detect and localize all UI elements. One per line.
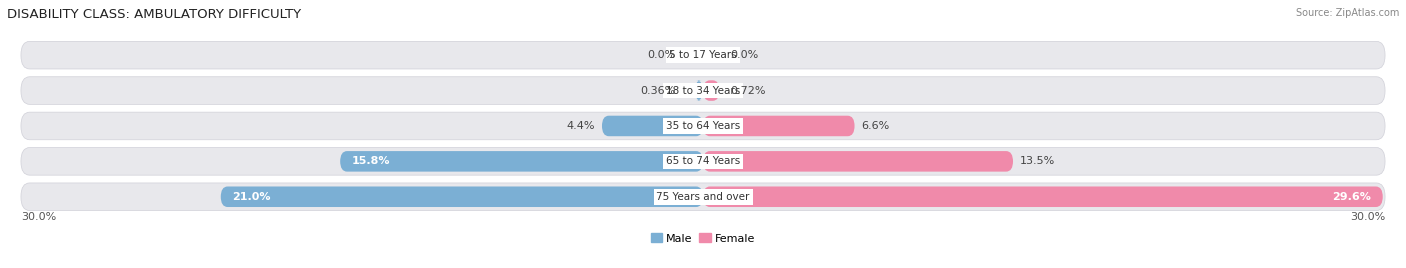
Text: Source: ZipAtlas.com: Source: ZipAtlas.com <box>1295 8 1399 18</box>
Legend: Male, Female: Male, Female <box>647 229 759 248</box>
Text: 0.0%: 0.0% <box>731 50 759 60</box>
FancyBboxPatch shape <box>21 112 1385 140</box>
FancyBboxPatch shape <box>703 187 1382 207</box>
Text: 30.0%: 30.0% <box>1350 212 1385 222</box>
Text: 29.6%: 29.6% <box>1333 192 1371 202</box>
Text: 0.72%: 0.72% <box>731 85 766 96</box>
Text: 0.0%: 0.0% <box>647 50 675 60</box>
FancyBboxPatch shape <box>703 116 855 136</box>
Text: 18 to 34 Years: 18 to 34 Years <box>666 85 740 96</box>
Text: 65 to 74 Years: 65 to 74 Years <box>666 156 740 166</box>
Text: 13.5%: 13.5% <box>1019 156 1054 166</box>
Text: 4.4%: 4.4% <box>567 121 595 131</box>
FancyBboxPatch shape <box>21 148 1385 175</box>
FancyBboxPatch shape <box>21 41 1385 69</box>
FancyBboxPatch shape <box>21 183 1385 211</box>
Text: 21.0%: 21.0% <box>232 192 271 202</box>
FancyBboxPatch shape <box>21 77 1385 104</box>
Text: 30.0%: 30.0% <box>21 212 56 222</box>
Text: 0.36%: 0.36% <box>640 85 675 96</box>
Text: 15.8%: 15.8% <box>352 156 389 166</box>
FancyBboxPatch shape <box>703 151 1012 172</box>
FancyBboxPatch shape <box>602 116 703 136</box>
FancyBboxPatch shape <box>221 187 703 207</box>
Text: 5 to 17 Years: 5 to 17 Years <box>669 50 737 60</box>
FancyBboxPatch shape <box>695 80 703 101</box>
Text: 35 to 64 Years: 35 to 64 Years <box>666 121 740 131</box>
FancyBboxPatch shape <box>703 80 720 101</box>
FancyBboxPatch shape <box>340 151 703 172</box>
Text: 75 Years and over: 75 Years and over <box>657 192 749 202</box>
Text: 6.6%: 6.6% <box>862 121 890 131</box>
Text: DISABILITY CLASS: AMBULATORY DIFFICULTY: DISABILITY CLASS: AMBULATORY DIFFICULTY <box>7 8 301 21</box>
